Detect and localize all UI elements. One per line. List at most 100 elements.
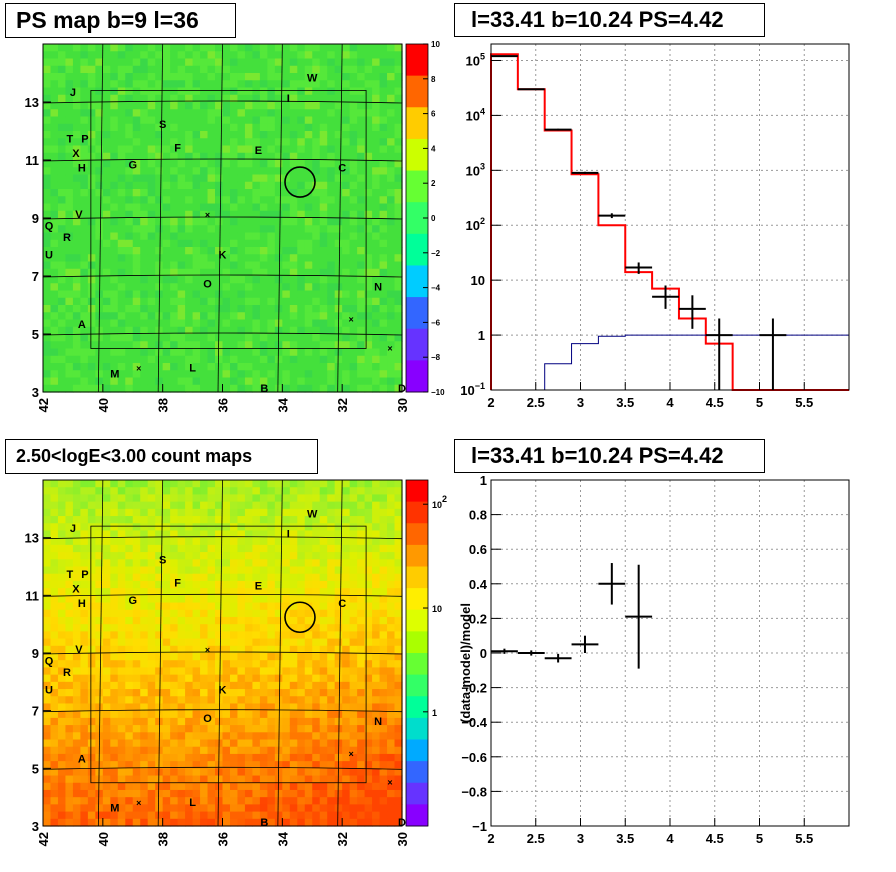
map-pixel — [372, 283, 381, 292]
map-pixel — [304, 746, 313, 755]
map-pixel — [132, 377, 141, 386]
map-pixel — [334, 261, 343, 270]
map-pixel — [304, 544, 313, 553]
map-pixel — [50, 516, 59, 524]
map-pixel — [140, 261, 149, 270]
map-pixel — [72, 660, 81, 669]
map-pixel — [207, 645, 216, 654]
map-pixel — [342, 645, 351, 654]
map-pixel — [252, 681, 261, 690]
map-pixel — [80, 341, 89, 350]
map-pixel — [117, 276, 126, 284]
map-pixel — [312, 717, 321, 726]
map-pixel — [162, 247, 171, 255]
map-pixel — [237, 65, 246, 74]
map-pixel — [244, 261, 254, 270]
map-pixel — [43, 363, 52, 371]
map-pixel — [185, 377, 194, 386]
map-pixel — [162, 717, 171, 726]
map-pixel — [342, 761, 351, 769]
map-pixel — [147, 210, 156, 219]
map-pixel — [200, 595, 209, 604]
map-pixel — [192, 732, 201, 741]
map-pixel — [170, 116, 179, 125]
map-pixel — [155, 167, 164, 176]
map-pixel — [394, 660, 403, 669]
map-pixel — [43, 544, 52, 553]
map-pixel — [364, 145, 373, 154]
map-pixel — [132, 804, 141, 813]
map-pixel — [237, 789, 246, 798]
map-pixel — [222, 268, 231, 277]
map-pixel — [192, 811, 201, 820]
map-pixel — [327, 602, 336, 611]
map-pixel — [229, 580, 239, 589]
source-label: U — [45, 250, 53, 262]
map-pixel — [282, 797, 291, 805]
map-pixel — [364, 775, 373, 784]
map-pixel — [102, 552, 111, 560]
map-pixel — [252, 51, 261, 60]
map-pixel — [342, 305, 351, 313]
map-pixel — [319, 501, 328, 510]
map-pixel — [387, 782, 396, 791]
map-pixel — [162, 94, 171, 103]
map-pixel — [379, 501, 388, 510]
map-pixel — [102, 523, 111, 532]
map-pixel — [387, 261, 396, 270]
grid-line-latitude — [42, 332, 403, 336]
map-pixel — [215, 588, 224, 596]
colorbar-segment — [406, 761, 428, 784]
map-pixel — [80, 725, 89, 733]
map-pixel — [162, 768, 171, 777]
map-pixel — [87, 782, 96, 791]
map-pixel — [297, 181, 306, 190]
map-pixel — [170, 739, 179, 748]
map-pixel — [334, 552, 343, 560]
map-pixel — [110, 348, 119, 357]
map-pixel — [125, 51, 134, 60]
map-pixel — [342, 516, 351, 524]
map-pixel — [259, 123, 268, 132]
map-pixel — [222, 566, 231, 575]
map-pixel — [177, 480, 186, 488]
map-pixel — [87, 210, 96, 219]
map-pixel — [215, 94, 224, 103]
map-pixel — [50, 681, 59, 690]
map-pixel — [394, 116, 403, 125]
map-pixel — [357, 348, 366, 357]
map-pixel — [379, 580, 388, 589]
map-pixel — [155, 487, 164, 496]
map-pixel — [57, 588, 67, 596]
map-pixel — [80, 797, 89, 805]
map-pixel — [140, 65, 149, 74]
map-pixel — [170, 167, 179, 176]
map-pixel — [357, 717, 366, 726]
map-pixel — [387, 573, 396, 582]
map-pixel — [147, 501, 156, 510]
map-pixel — [244, 530, 254, 539]
map-pixel — [237, 638, 246, 647]
map-pixel — [319, 494, 328, 503]
map-pixel — [237, 566, 246, 575]
map-pixel — [319, 87, 328, 96]
map-pixel — [185, 341, 194, 350]
map-pixel — [274, 804, 283, 813]
map-pixel — [394, 152, 403, 161]
map-pixel — [57, 225, 67, 234]
colorbar-tick-label: 102 — [432, 494, 447, 510]
map-pixel — [80, 102, 89, 110]
map-pixel — [87, 196, 96, 205]
map-pixel — [147, 58, 156, 67]
map-pixel — [252, 559, 261, 568]
map-pixel — [140, 80, 149, 89]
map-pixel — [140, 775, 149, 784]
map-pixel — [117, 44, 126, 52]
map-pixel — [394, 753, 403, 762]
map-pixel — [50, 739, 59, 748]
map-pixel — [185, 348, 194, 357]
map-pixel — [297, 595, 306, 604]
map-pixel — [110, 181, 119, 190]
map-pixel — [282, 717, 291, 726]
map-pixel — [80, 73, 89, 81]
